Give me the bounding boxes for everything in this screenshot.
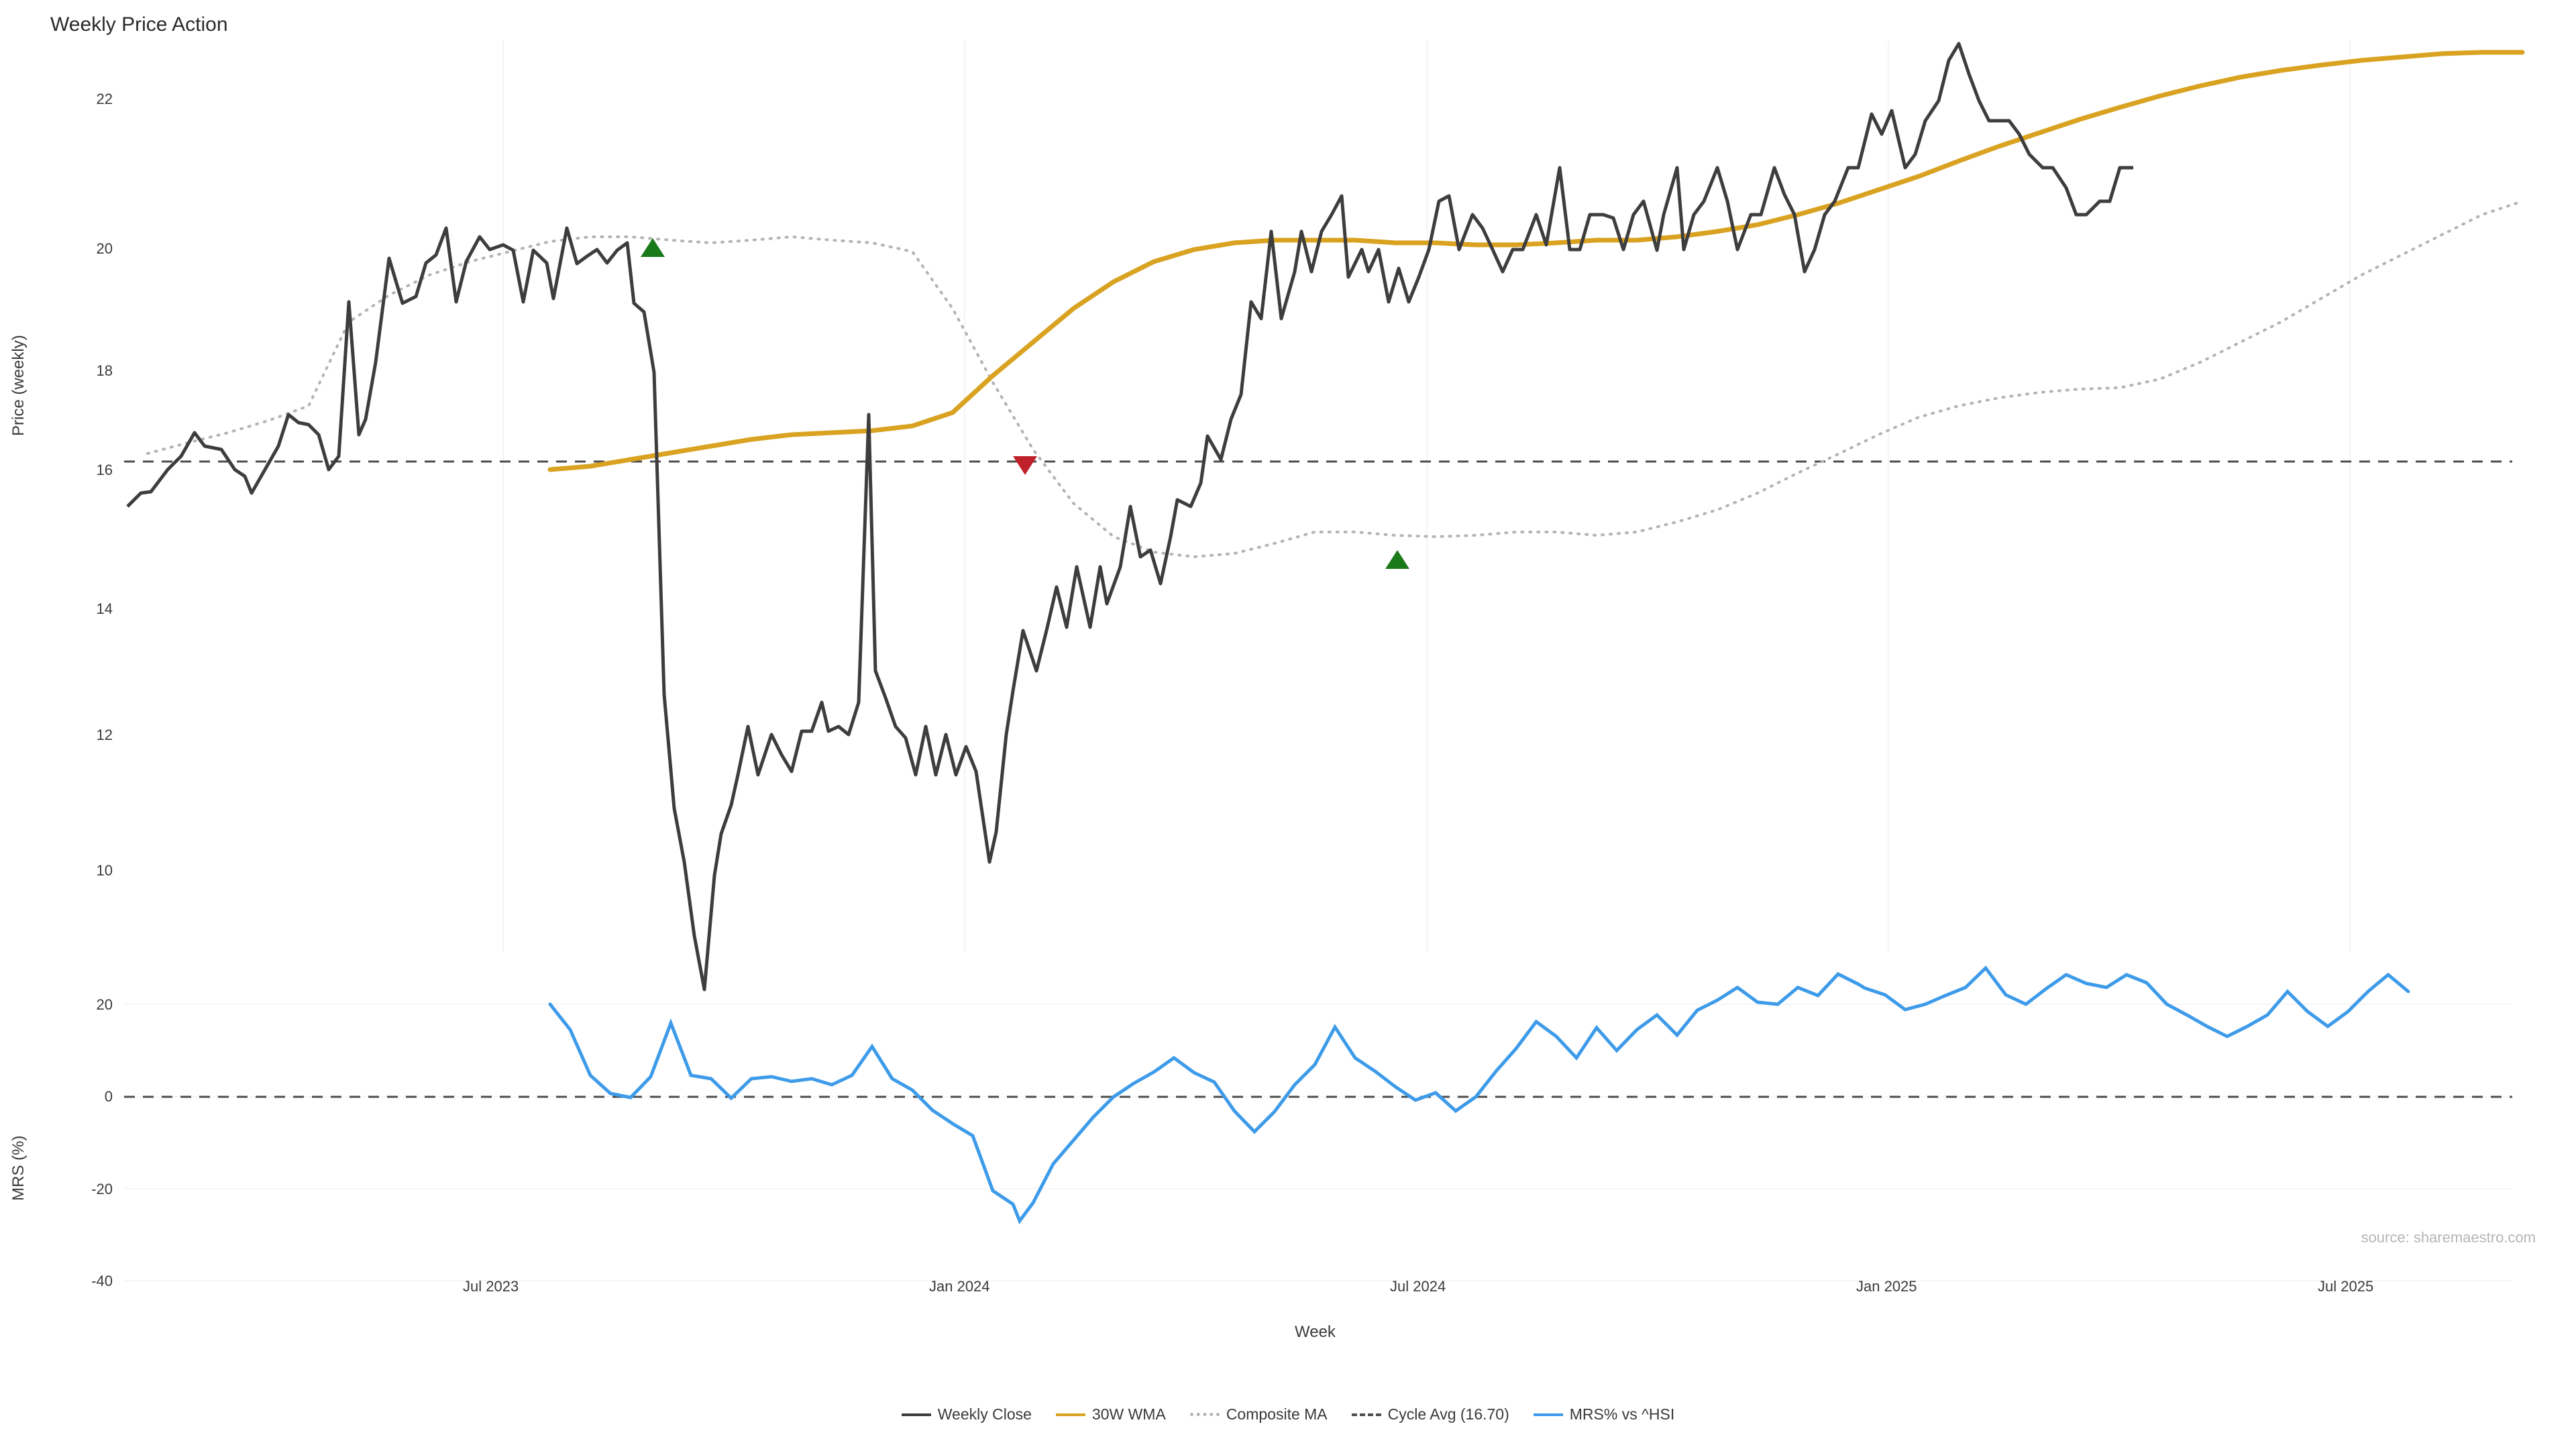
legend-label-weekly-close: Weekly Close — [938, 1405, 1032, 1424]
legend-item-mrs: MRS% vs ^HSI — [1534, 1405, 1674, 1424]
price-ytick-20: 20 — [72, 240, 113, 258]
price-ytick-16: 16 — [72, 462, 113, 479]
mrs-ytick-20: 20 — [66, 996, 113, 1014]
buy-marker-2 — [1385, 550, 1409, 569]
weekly-close-line — [127, 44, 2133, 989]
sell-marker-1 — [1013, 456, 1037, 475]
legend-swatch-mrs — [1534, 1413, 1563, 1416]
legend-item-wma: 30W WMA — [1056, 1405, 1166, 1424]
mrs-ytick-neg20: -20 — [66, 1181, 113, 1198]
legend-label-composite-ma: Composite MA — [1226, 1405, 1328, 1424]
xtick-jan2024: Jan 2024 — [929, 1278, 990, 1295]
mrs-axis-label: MRS (%) — [9, 1136, 28, 1201]
price-ytick-22: 22 — [72, 91, 113, 108]
price-ytick-12: 12 — [72, 727, 113, 744]
xtick-jul2024: Jul 2024 — [1390, 1278, 1446, 1295]
legend-item-weekly-close: Weekly Close — [902, 1405, 1032, 1424]
legend-label-wma: 30W WMA — [1092, 1405, 1166, 1424]
mrs-ytick-neg40: -40 — [66, 1273, 113, 1290]
buy-marker-1 — [641, 238, 665, 257]
mrs-ytick-0: 0 — [66, 1088, 113, 1106]
legend-item-composite-ma: Composite MA — [1190, 1405, 1328, 1424]
wma-30-line — [550, 52, 2522, 470]
price-ytick-18: 18 — [72, 362, 113, 380]
legend-item-cycle-avg: Cycle Avg (16.70) — [1352, 1405, 1509, 1424]
legend-swatch-cycle-avg — [1352, 1413, 1381, 1416]
chart-container: Weekly Price Action 22 20 18 — [0, 0, 2576, 1449]
legend-label-cycle-avg: Cycle Avg (16.70) — [1388, 1405, 1509, 1424]
price-ytick-14: 14 — [72, 600, 113, 618]
legend-label-mrs: MRS% vs ^HSI — [1570, 1405, 1674, 1424]
source-label: source: sharemaestro.com — [2361, 1229, 2536, 1246]
chart-legend: Weekly Close 30W WMA Composite MA Cycle … — [0, 1405, 2576, 1424]
xtick-jul2023: Jul 2023 — [463, 1278, 519, 1295]
composite-ma-line — [148, 201, 2522, 557]
legend-swatch-weekly-close — [902, 1413, 931, 1416]
legend-swatch-composite-ma — [1190, 1413, 1220, 1416]
price-axis-label: Price (weekly) — [9, 335, 28, 436]
gridlines-svg — [0, 0, 2576, 1449]
week-axis-label: Week — [1295, 1323, 1336, 1342]
legend-swatch-wma — [1056, 1413, 1085, 1416]
mrs-line — [550, 968, 2408, 1221]
price-ytick-10: 10 — [72, 862, 113, 879]
xtick-jul2025: Jul 2025 — [2318, 1278, 2373, 1295]
xtick-jan2025: Jan 2025 — [1856, 1278, 1917, 1295]
